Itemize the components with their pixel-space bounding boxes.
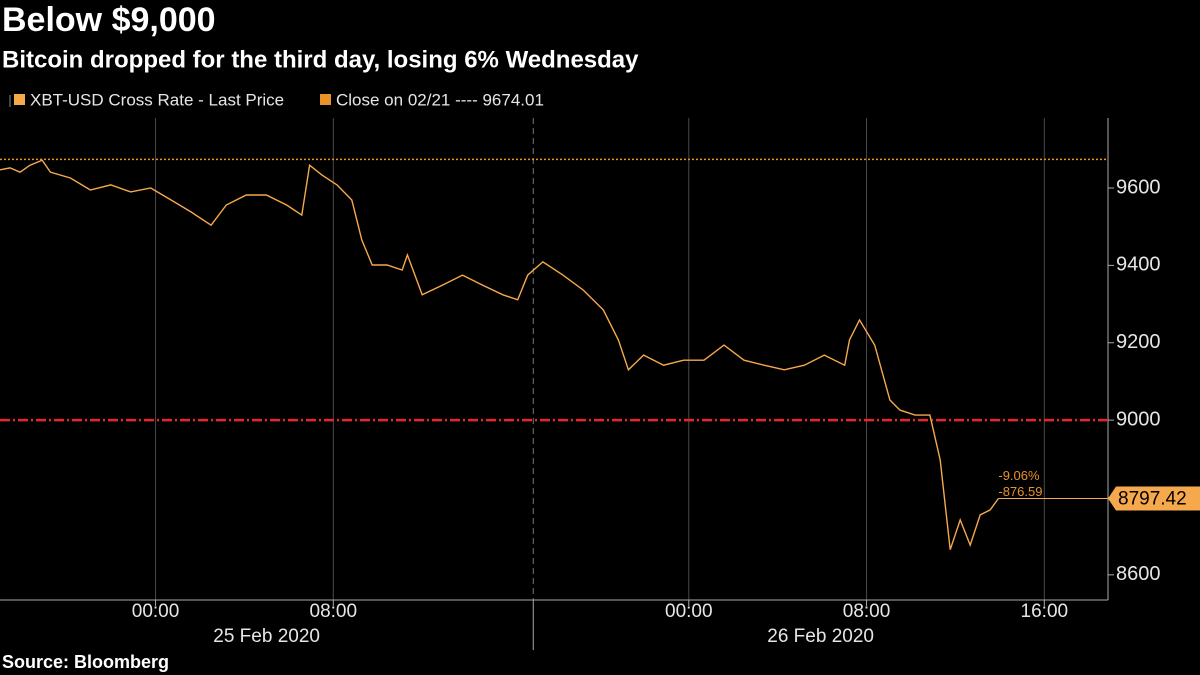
y-tick-label: 9600 xyxy=(1116,176,1161,198)
x-tick-label: 08:00 xyxy=(310,601,358,622)
x-tick-label: 08:00 xyxy=(843,601,891,622)
legend-label: XBT-USD Cross Rate - Last Price xyxy=(30,90,284,109)
annotation: -876.59 xyxy=(998,484,1042,499)
y-tick-label: 9200 xyxy=(1116,331,1161,353)
y-tick-label: 8600 xyxy=(1116,563,1161,585)
x-tick-label: 16:00 xyxy=(1021,601,1069,622)
last-price-tag xyxy=(1108,486,1200,511)
annotation: -9.06% xyxy=(998,468,1040,483)
x-group-label: 26 Feb 2020 xyxy=(767,626,874,647)
legend-swatch xyxy=(14,94,25,105)
x-tick-label: 00:00 xyxy=(665,601,713,622)
x-tick-label: 00:00 xyxy=(132,601,180,622)
x-group-label: 25 Feb 2020 xyxy=(213,626,320,647)
price-line xyxy=(0,159,999,550)
y-tick-label: 9000 xyxy=(1116,408,1161,430)
source: Source: Bloomberg xyxy=(2,652,169,672)
chart-subtitle: Bitcoin dropped for the third day, losin… xyxy=(2,46,639,73)
legend-label: Close on 02/21 ---- 9674.01 xyxy=(336,90,544,109)
y-tick-label: 9400 xyxy=(1116,254,1161,276)
chart-title: Below $9,000 xyxy=(2,1,216,39)
last-price-label: 8797.42 xyxy=(1118,489,1187,510)
legend-swatch xyxy=(320,94,331,105)
